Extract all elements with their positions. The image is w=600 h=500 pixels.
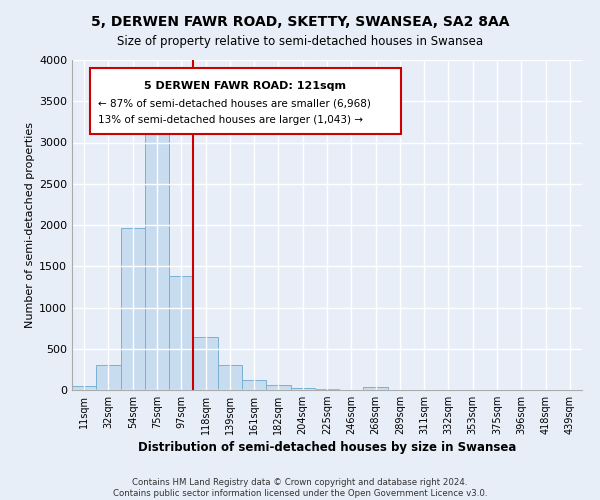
Bar bbox=[169, 276, 193, 390]
X-axis label: Distribution of semi-detached houses by size in Swansea: Distribution of semi-detached houses by … bbox=[138, 442, 516, 454]
Bar bbox=[290, 388, 315, 390]
Bar bbox=[218, 365, 242, 390]
Text: 5, DERWEN FAWR ROAD, SKETTY, SWANSEA, SA2 8AA: 5, DERWEN FAWR ROAD, SKETTY, SWANSEA, SA… bbox=[91, 15, 509, 29]
Bar bbox=[121, 228, 145, 390]
Bar bbox=[266, 385, 290, 390]
Text: Size of property relative to semi-detached houses in Swansea: Size of property relative to semi-detach… bbox=[117, 35, 483, 48]
Y-axis label: Number of semi-detached properties: Number of semi-detached properties bbox=[25, 122, 35, 328]
Bar bbox=[364, 387, 388, 390]
Bar bbox=[72, 386, 96, 390]
FancyBboxPatch shape bbox=[90, 68, 401, 134]
Bar bbox=[96, 365, 121, 390]
Text: 13% of semi-detached houses are larger (1,043) →: 13% of semi-detached houses are larger (… bbox=[97, 115, 362, 125]
Bar bbox=[145, 130, 169, 390]
Text: 5 DERWEN FAWR ROAD: 121sqm: 5 DERWEN FAWR ROAD: 121sqm bbox=[145, 81, 346, 91]
Bar bbox=[242, 380, 266, 390]
Bar bbox=[193, 337, 218, 390]
Text: Contains HM Land Registry data © Crown copyright and database right 2024.
Contai: Contains HM Land Registry data © Crown c… bbox=[113, 478, 487, 498]
Text: ← 87% of semi-detached houses are smaller (6,968): ← 87% of semi-detached houses are smalle… bbox=[97, 98, 370, 108]
